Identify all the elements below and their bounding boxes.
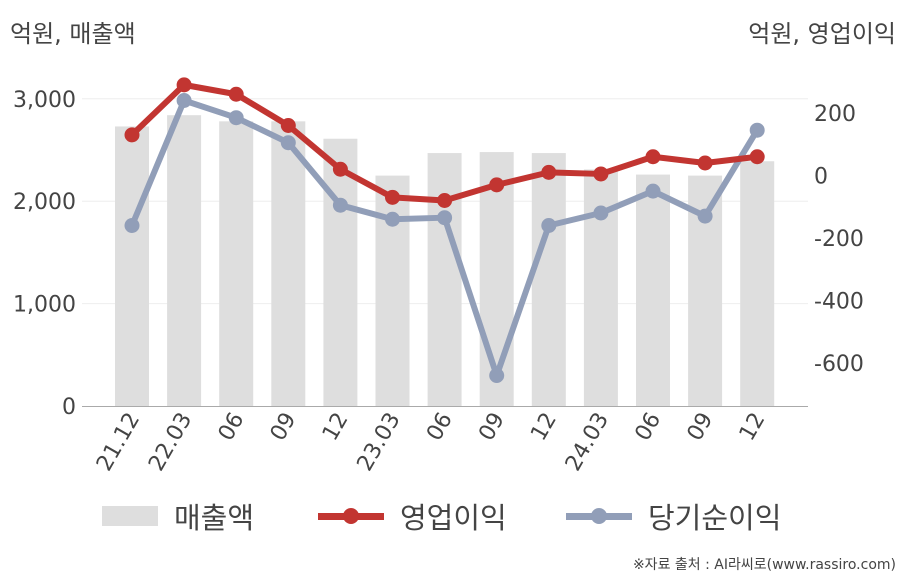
legend-item-revenue: 매출액 bbox=[102, 496, 254, 536]
x-tick-label-6: 06 bbox=[422, 409, 458, 446]
legend-label-net-income: 당기순이익 bbox=[648, 501, 782, 535]
point-op-income-11 bbox=[697, 155, 713, 171]
point-net-income-12 bbox=[749, 122, 765, 138]
point-op-income-3 bbox=[280, 118, 296, 133]
point-net-income-11 bbox=[697, 208, 713, 224]
legend-swatch-op-income bbox=[318, 506, 384, 526]
x-tick-label-8: 12 bbox=[526, 409, 562, 446]
point-net-income-2 bbox=[228, 110, 244, 126]
bar-revenue-7 bbox=[479, 152, 514, 406]
point-op-income-9 bbox=[593, 166, 609, 182]
legend-item-net-income: 당기순이익 bbox=[566, 496, 781, 536]
left-tick-label-0: 0 bbox=[62, 395, 76, 420]
point-net-income-9 bbox=[593, 205, 609, 221]
right-tick-label-2: -200 bbox=[814, 227, 864, 252]
x-tick-label-2: 06 bbox=[214, 409, 250, 446]
point-op-income-2 bbox=[228, 86, 244, 102]
point-net-income-5 bbox=[385, 211, 400, 227]
right-axis-unit: 억원, 영업이익 bbox=[748, 20, 896, 48]
point-op-income-5 bbox=[385, 189, 400, 205]
bar-revenue-6 bbox=[427, 153, 462, 406]
bar-revenue-1 bbox=[167, 115, 202, 407]
point-net-income-6 bbox=[437, 210, 453, 226]
point-net-income-4 bbox=[332, 197, 348, 213]
point-op-income-1 bbox=[176, 77, 192, 93]
legend: 매출액 영업이익 당기순이익 bbox=[0, 496, 908, 536]
legend-item-op-income: 영업이익 bbox=[318, 496, 507, 536]
point-op-income-0 bbox=[124, 127, 140, 143]
x-tick-label-7: 09 bbox=[474, 409, 510, 446]
point-net-income-0 bbox=[124, 218, 140, 233]
bar-revenue-5 bbox=[375, 175, 410, 406]
point-op-income-6 bbox=[437, 193, 453, 208]
x-tick-label-4: 12 bbox=[318, 409, 354, 446]
point-op-income-7 bbox=[489, 177, 505, 193]
right-tick-label-1: -400 bbox=[814, 290, 864, 315]
x-tick-label-12: 12 bbox=[735, 409, 771, 446]
right-tick-label-0: -600 bbox=[814, 352, 864, 377]
x-tick-label-0: 21.12 bbox=[92, 409, 145, 476]
point-op-income-4 bbox=[332, 161, 348, 177]
legend-swatch-net-income bbox=[566, 506, 632, 526]
combo-chart: 0 1,000 2,000 3,000 -600 -400 -200 0 200 21.1222.… bbox=[13, 77, 864, 476]
source-note: ※자료 출처 : AI라씨로(www.rassiro.com) bbox=[632, 557, 896, 573]
bar-revenue-10 bbox=[636, 174, 670, 406]
left-tick-label-1: 1,000 bbox=[13, 293, 76, 318]
x-tick-label-10: 06 bbox=[631, 409, 667, 446]
bar-revenue-0 bbox=[115, 126, 149, 406]
point-net-income-1 bbox=[176, 93, 192, 108]
bar-revenue-12 bbox=[740, 161, 775, 406]
left-axis-unit: 억원, 매출액 bbox=[10, 20, 136, 48]
point-op-income-8 bbox=[541, 164, 557, 180]
point-net-income-3 bbox=[280, 135, 296, 151]
bar-revenue-4 bbox=[323, 138, 358, 406]
bar-revenue-3 bbox=[271, 121, 306, 406]
right-tick-label-4: 200 bbox=[814, 102, 856, 127]
point-net-income-10 bbox=[645, 183, 661, 199]
x-tick-label-11: 09 bbox=[683, 409, 719, 446]
x-tick-label-5: 23.03 bbox=[353, 409, 406, 476]
x-tick-label-3: 09 bbox=[266, 409, 302, 446]
point-op-income-10 bbox=[645, 149, 661, 165]
left-tick-label-2: 2,000 bbox=[13, 190, 76, 215]
point-op-income-12 bbox=[749, 149, 765, 165]
legend-label-op-income: 영업이익 bbox=[400, 501, 507, 535]
x-tick-label-1: 22.03 bbox=[144, 409, 197, 476]
legend-label-revenue: 매출액 bbox=[174, 501, 255, 535]
x-tick-label-9: 24.03 bbox=[561, 409, 614, 476]
left-tick-label-3: 3,000 bbox=[13, 88, 76, 113]
right-tick-label-3: 0 bbox=[814, 165, 828, 190]
point-net-income-8 bbox=[541, 218, 557, 233]
bar-revenue-2 bbox=[219, 121, 254, 406]
bar-revenue-8 bbox=[531, 153, 566, 406]
point-net-income-7 bbox=[489, 368, 505, 383]
legend-swatch-revenue bbox=[102, 506, 158, 526]
